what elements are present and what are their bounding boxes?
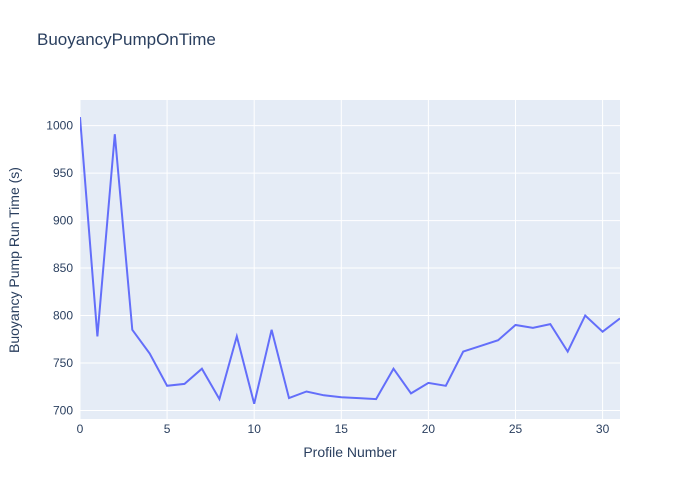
y-tick-label: 800 [53,309,73,323]
x-tick-label: 5 [164,422,171,436]
x-tick-label: 20 [422,422,436,436]
y-tick-label: 850 [53,261,73,275]
plot-area[interactable] [80,100,620,419]
chart-title: BuoyancyPumpOnTime [37,30,216,49]
y-axis-title: Buoyancy Pump Run Time (s) [6,167,22,353]
x-tick-label: 25 [509,422,523,436]
y-tick-label: 750 [53,356,73,370]
x-axis-title: Profile Number [303,444,397,460]
y-tick-label: 900 [53,214,73,228]
trace-line[interactable] [80,117,620,405]
y-tick-label: 1000 [46,119,73,133]
x-tick-label: 15 [335,422,349,436]
x-tick-label: 10 [248,422,262,436]
x-tick-label: 30 [596,422,610,436]
y-tick-label: 950 [53,166,73,180]
y-tick-label: 700 [53,404,73,418]
x-tick-label: 0 [77,422,84,436]
